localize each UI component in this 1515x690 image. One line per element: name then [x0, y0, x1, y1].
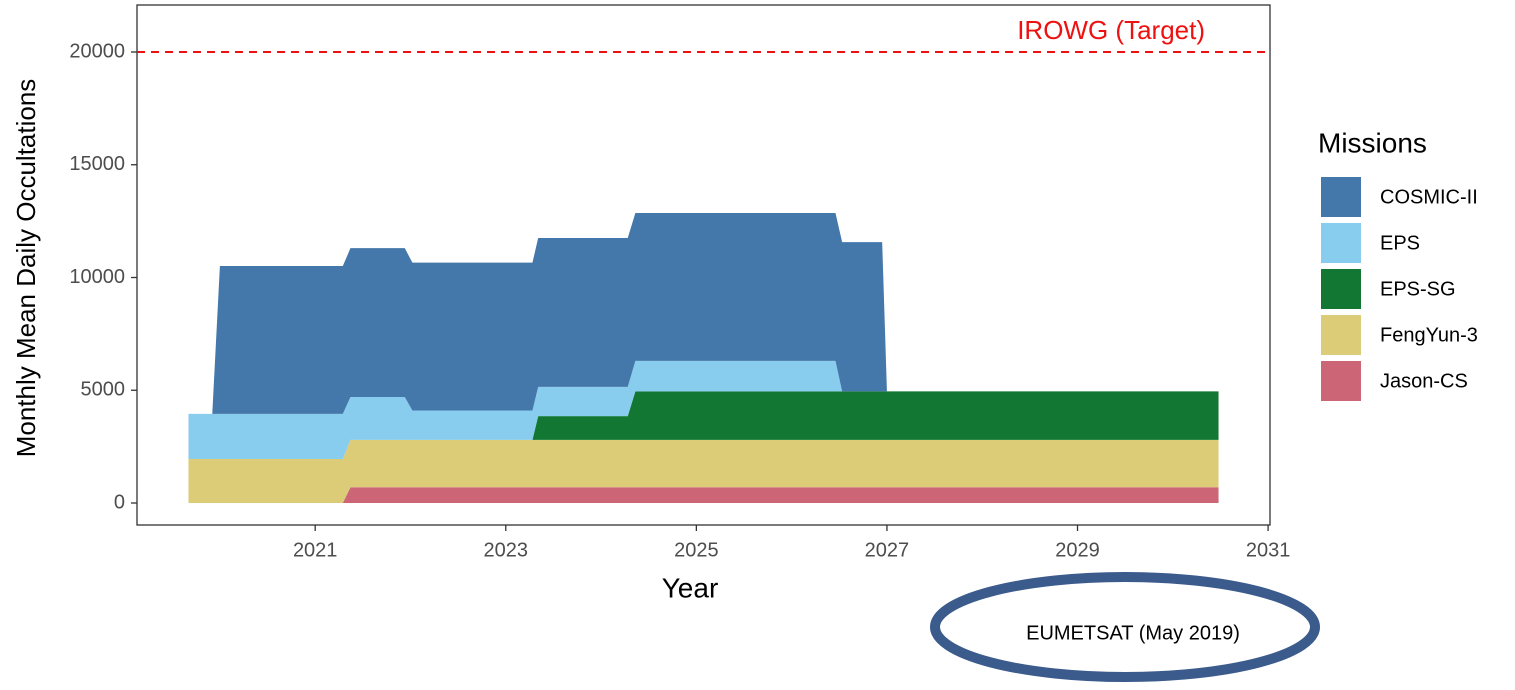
x-tick-label: 2021 — [293, 539, 338, 561]
area — [188, 360, 1219, 460]
legend-key — [1319, 313, 1363, 357]
legend-key — [1319, 175, 1363, 219]
x-tick-label: 2023 — [484, 539, 529, 561]
legend-label: EPS-SG — [1380, 278, 1456, 300]
y-tick-label: 0 — [114, 491, 125, 513]
x-tick-label: 2029 — [1055, 539, 1100, 561]
x-axis-title: Year — [662, 572, 719, 603]
plot-border — [136, 4, 1271, 526]
annotation-ellipse — [930, 572, 1320, 682]
y-tick-label: 15000 — [69, 153, 125, 175]
legend-label: COSMIC-II — [1380, 186, 1478, 208]
y-axis-title: Monthly Mean Daily Occultations — [11, 79, 41, 458]
area — [188, 391, 1219, 460]
y-tick-label: 20000 — [69, 40, 125, 62]
legend-key — [1319, 359, 1363, 403]
legend-key — [1319, 267, 1363, 311]
legend-key — [1319, 221, 1363, 265]
x-tick-label: 2027 — [865, 539, 910, 561]
legend-title: Missions — [1318, 127, 1427, 158]
y-tick-label: 10000 — [69, 266, 125, 288]
area — [188, 487, 1219, 503]
x-tick-label: 2031 — [1246, 539, 1291, 561]
area — [188, 213, 1219, 414]
plot-area — [188, 213, 1219, 503]
legend-label: FengYun-3 — [1380, 324, 1478, 346]
y-tick-label: 5000 — [81, 379, 126, 401]
area — [188, 439, 1219, 503]
reference-label: IROWG (Target) — [1017, 15, 1205, 45]
legend-label: Jason-CS — [1380, 370, 1468, 392]
x-tick-label: 2025 — [674, 539, 719, 561]
annotation: EUMETSAT (May 2019) — [1026, 622, 1240, 644]
legend-label: EPS — [1380, 232, 1420, 254]
